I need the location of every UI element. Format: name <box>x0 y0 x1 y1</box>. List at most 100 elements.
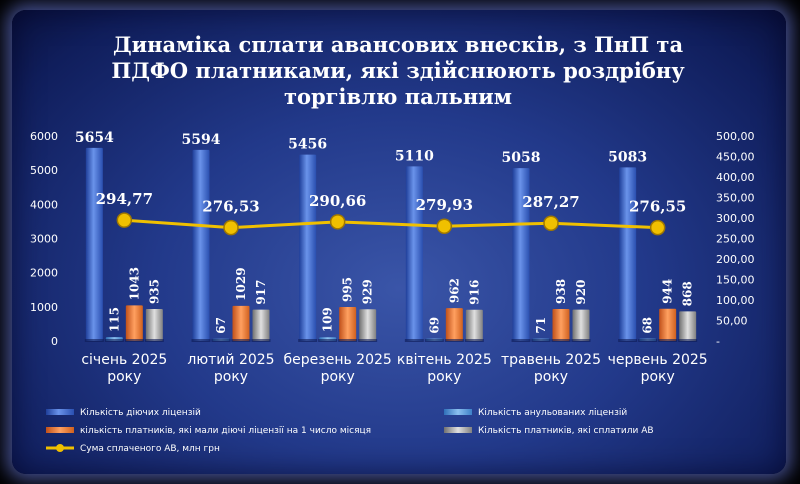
chart-legend: Кількість діючих ліцензій Кількість ануль… <box>46 408 654 454</box>
bar-cancelled-licenses-base <box>638 339 658 342</box>
y-right-tick-label: 150,00 <box>716 274 755 287</box>
y-right-tick-label: 500,00 <box>716 130 755 143</box>
bar-active-licenses <box>85 147 103 341</box>
legend-label: кількість платників, які мали діючі ліце… <box>80 426 371 436</box>
y-left-tick-label: 4000 <box>30 198 58 211</box>
bar-payers-with-licenses <box>339 307 357 341</box>
label-payers-paid: 935 <box>147 279 161 304</box>
label-active-licenses: 5456 <box>288 137 327 153</box>
line-marker-sum-paid <box>436 218 453 234</box>
x-category-label: року <box>321 369 355 385</box>
label-sum-paid: 279,93 <box>416 196 473 214</box>
bar-payers-paid <box>252 309 270 341</box>
label-payers-with-licenses: 1029 <box>234 267 248 300</box>
label-cancelled-licenses: 71 <box>534 317 548 334</box>
chart-title-line-2: ПДФО платниками, які здійснюють роздрібн… <box>111 58 685 83</box>
bar-payers-paid <box>359 309 377 341</box>
label-cancelled-licenses: 68 <box>641 317 655 334</box>
bar-payers-paid-base <box>571 339 591 342</box>
legend-label: Сума сплаченого АВ, млн грн <box>80 444 220 454</box>
label-payers-with-licenses: 944 <box>661 279 675 304</box>
x-category-label: травень 2025 <box>501 352 601 368</box>
x-category-label: року <box>641 369 675 385</box>
bar-payers-paid-base <box>251 339 271 342</box>
label-payers-paid: 929 <box>361 279 375 304</box>
bar-payers-with-licenses-base <box>444 339 464 342</box>
label-cancelled-licenses: 67 <box>214 317 228 334</box>
y-left-tick-label: 1000 <box>30 301 58 314</box>
bar-active-licenses <box>619 167 637 341</box>
bar-active-licenses <box>299 154 317 341</box>
legend-label: Кількість анульованих ліцензій <box>478 408 627 418</box>
chart-title-line-1: Динаміка сплати авансових внесків, з ПнП… <box>113 32 684 57</box>
y-right-tick-label: 200,00 <box>716 253 755 266</box>
chart-data-labels: 5654 5594 5456 5110 5058 5083 115 67 109 69 71 68 10… <box>75 130 695 334</box>
y-left-tick-label: 3000 <box>30 233 58 246</box>
bar-cancelled-licenses-base <box>531 339 551 342</box>
x-category-label: квітень 2025 <box>397 352 492 368</box>
bar-payers-with-licenses-base <box>658 339 678 342</box>
label-sum-paid: 276,55 <box>629 198 686 216</box>
label-payers-paid: 868 <box>681 281 695 306</box>
bar-active-licenses <box>405 166 423 341</box>
legend-swatch <box>46 409 74 415</box>
bar-payers-with-licenses <box>659 308 677 341</box>
label-payers-with-licenses: 1043 <box>127 267 141 300</box>
label-payers-with-licenses: 995 <box>341 277 355 302</box>
legend-label: Кількість діючих ліцензій <box>80 408 201 418</box>
bar-payers-paid <box>145 309 163 341</box>
legend-label: Кількість платників, які сплатили АВ <box>478 426 654 436</box>
legend-swatch <box>46 427 74 433</box>
bar-payers-with-licenses-base <box>231 339 251 342</box>
y-left-tick-label: 5000 <box>30 164 58 177</box>
legend-swatch <box>444 409 472 415</box>
chart-axes: 0 1000 2000 3000 4000 5000 6000 - 50,00 100,00 150… <box>30 130 755 348</box>
y-right-tick-label: 300,00 <box>716 212 755 225</box>
bar-payers-paid <box>679 311 697 341</box>
bar-active-licenses <box>192 149 210 341</box>
line-marker-sum-paid <box>116 212 133 228</box>
y-right-tick-label: 350,00 <box>716 192 755 205</box>
y-right-tick-label: 450,00 <box>716 151 755 164</box>
chart-bars <box>84 147 698 342</box>
bar-active-licenses <box>512 168 530 341</box>
y-right-tick-label: 400,00 <box>716 171 755 184</box>
y-right-tick-label: 100,00 <box>716 294 755 307</box>
bar-cancelled-licenses-base <box>424 339 444 342</box>
x-category-label: січень 2025 <box>81 352 167 368</box>
x-category-label: березень 2025 <box>284 352 392 368</box>
bar-payers-paid <box>572 309 590 341</box>
y-left-tick-label: 2000 <box>30 267 58 280</box>
bar-payers-with-licenses-base <box>124 339 144 342</box>
label-payers-paid: 917 <box>254 280 268 305</box>
label-payers-with-licenses: 962 <box>447 278 461 303</box>
x-category-label: року <box>107 369 141 385</box>
y-right-tick-label: 250,00 <box>716 233 755 246</box>
label-sum-paid: 276,53 <box>202 198 259 216</box>
label-active-licenses: 5110 <box>395 148 434 164</box>
bar-payers-paid-base <box>678 339 698 342</box>
bar-payers-paid <box>465 309 483 341</box>
bar-active-licenses-base <box>618 339 638 342</box>
y-left-tick-label: 6000 <box>30 130 58 143</box>
bar-payers-with-licenses-base <box>551 339 571 342</box>
label-active-licenses: 5654 <box>75 130 114 146</box>
bar-payers-with-licenses <box>232 305 250 341</box>
x-category-label: року <box>427 369 461 385</box>
label-cancelled-licenses: 115 <box>107 307 121 332</box>
bar-active-licenses-base <box>404 339 424 342</box>
bar-payers-paid-base <box>464 339 484 342</box>
x-category-label: лютий 2025 <box>187 352 274 368</box>
bar-active-licenses-base <box>298 339 318 342</box>
bar-payers-paid-base <box>144 339 164 342</box>
label-payers-paid: 920 <box>574 280 588 305</box>
y-right-tick-label: - <box>716 335 720 348</box>
x-category-label: року <box>534 369 568 385</box>
label-sum-paid: 294,77 <box>96 190 153 208</box>
bar-payers-with-licenses-base <box>338 339 358 342</box>
bar-active-licenses-base <box>511 339 531 342</box>
bar-cancelled-licenses-base <box>318 339 338 342</box>
